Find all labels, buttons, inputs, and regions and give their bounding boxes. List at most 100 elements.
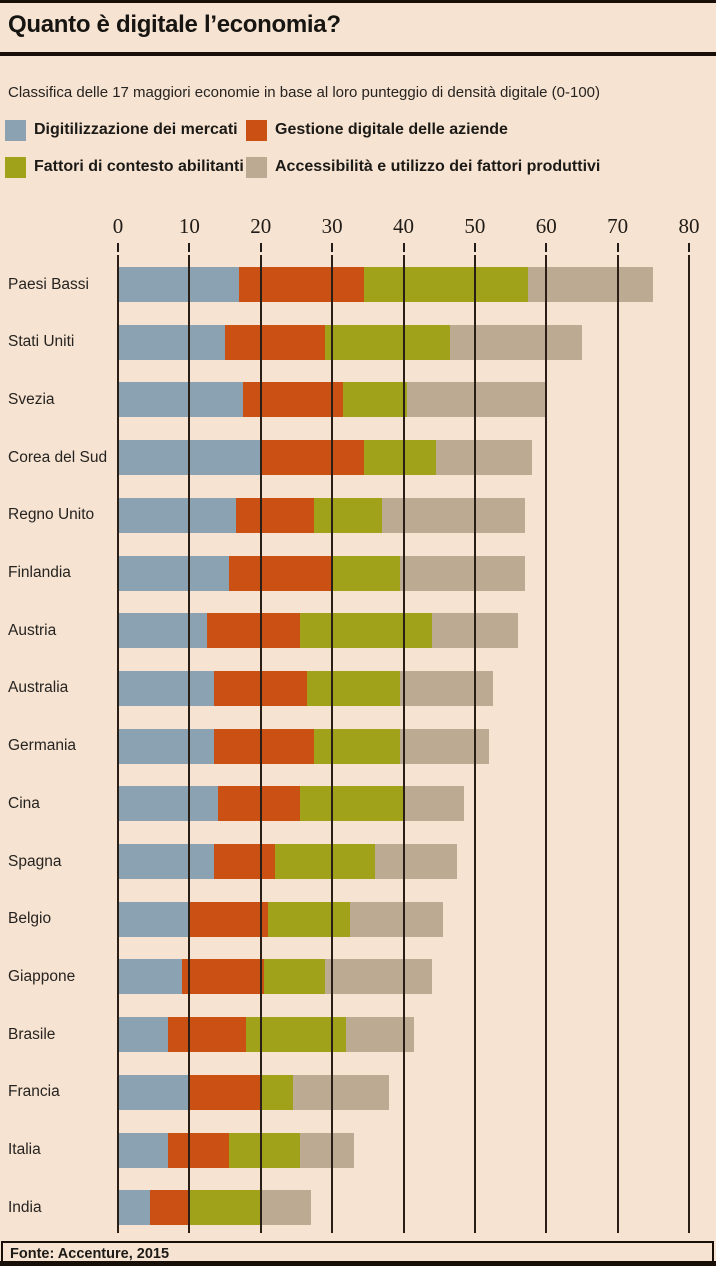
bar-segment [118, 786, 218, 822]
bar-segment [182, 959, 265, 995]
bar-segment [382, 497, 525, 533]
gridline [331, 255, 334, 1233]
category-label: Stati Uniti [8, 333, 75, 351]
bar-segment [189, 1190, 261, 1226]
bar-segment [118, 267, 240, 302]
bar-segment [260, 440, 365, 476]
category-label: Austria [8, 621, 57, 639]
gridline [616, 255, 619, 1233]
x-axis-tick-label: 40 [393, 214, 414, 238]
category-label: India [8, 1198, 42, 1216]
legend-label: Fattori di contesto abilitanti [34, 158, 244, 175]
stacked-bar [118, 959, 433, 995]
bar-segment [300, 613, 433, 649]
bar-segment [260, 1074, 293, 1110]
bar-segment [167, 1132, 229, 1168]
bar-segment [314, 728, 400, 764]
chart-subtitle: Classifica delle 17 maggiori economie in… [8, 84, 601, 101]
stacked-bar [118, 728, 490, 764]
bar-segment [299, 1132, 354, 1168]
category-label: Belgio [8, 910, 52, 928]
bar-segment [364, 440, 436, 476]
x-axis-tick-label: 70 [607, 214, 629, 238]
gridline [545, 255, 548, 1233]
bar-segment [332, 555, 400, 591]
stacked-bar [118, 1132, 354, 1168]
stacked-bar [118, 497, 525, 533]
bar-segment [118, 382, 243, 418]
bar-segment [264, 959, 325, 995]
stacked-bar [118, 1074, 390, 1110]
bar-segment [267, 901, 350, 937]
gridline [117, 255, 119, 1233]
bar-segment [275, 844, 375, 879]
bar-segment [207, 613, 300, 649]
stacked-bar [118, 786, 465, 822]
category-label: Giappone [8, 967, 76, 985]
stacked-bar [118, 324, 582, 360]
bar-segment [118, 844, 215, 879]
bar-segment [349, 901, 443, 937]
bar-segment [242, 382, 343, 418]
bar-segment [189, 1074, 261, 1110]
bar-segment [214, 728, 315, 764]
x-axis-tick-mark [188, 243, 191, 252]
stacked-bar [118, 555, 525, 591]
x-axis-tick-label: 60 [535, 214, 557, 238]
category-label: Germania [8, 737, 77, 755]
bar-segment [167, 1017, 247, 1053]
bar-segment [118, 1132, 168, 1168]
top-rule [0, 0, 716, 3]
bar-segment [228, 1132, 300, 1168]
bar-segment [118, 670, 215, 706]
bar-segment [407, 382, 547, 418]
x-axis-tick-label: 30 [321, 214, 343, 238]
bar-segment [246, 1017, 347, 1053]
title-rule [0, 52, 716, 56]
category-label: Brasile [8, 1025, 56, 1043]
x-axis-tick-label: 0 [112, 214, 124, 238]
bar-segment [374, 844, 457, 879]
stacked-bar [118, 1190, 311, 1226]
bar-segment [292, 1074, 390, 1110]
x-axis-tick-label: 20 [250, 214, 272, 238]
bar-segment [118, 555, 229, 591]
bar-segment [118, 497, 236, 533]
bar-segment [399, 670, 493, 706]
x-axis-tick-mark [473, 243, 476, 252]
bar-segment [235, 497, 315, 533]
bar-segment [228, 555, 333, 591]
stacked-bar [118, 844, 457, 879]
bar-segment [307, 670, 400, 706]
bar-segment [150, 1190, 190, 1226]
legend-label: Accessibilità e utilizzo dei fattori pro… [275, 158, 601, 175]
x-axis-tick-mark [331, 243, 334, 252]
bar-segment [118, 1017, 168, 1053]
x-axis-tick-mark [117, 243, 119, 252]
stacked-bar [118, 613, 518, 649]
legend-item-fattori: Fattori di contesto abilitanti [5, 156, 244, 178]
category-label: Spagna [8, 852, 62, 870]
x-axis-tick-mark [688, 243, 690, 252]
bar-segment [118, 901, 190, 937]
x-axis-tick-label: 80 [678, 214, 700, 238]
legend-item-gestione: Gestione digitale delle aziende [246, 119, 508, 141]
legend-swatch-green-icon [5, 156, 26, 178]
gridline [259, 255, 262, 1233]
category-label: Italia [8, 1141, 41, 1158]
bar-segment [217, 786, 300, 822]
bottom-rule [0, 1261, 716, 1266]
legend-label: Gestione digitale delle aziende [275, 121, 508, 138]
gridline [402, 255, 405, 1233]
gridline [473, 255, 476, 1233]
legend-swatch-blue-icon [5, 119, 26, 141]
category-label: Cina [8, 794, 40, 812]
bar-segment [364, 267, 529, 302]
stacked-bar [118, 901, 443, 937]
bar-segment [118, 728, 215, 764]
bar-segment [449, 324, 582, 360]
bar-segment [118, 1190, 151, 1226]
source-text: Fonte: Accenture, 2015 [10, 1245, 170, 1262]
x-axis-tick-mark [402, 243, 405, 252]
